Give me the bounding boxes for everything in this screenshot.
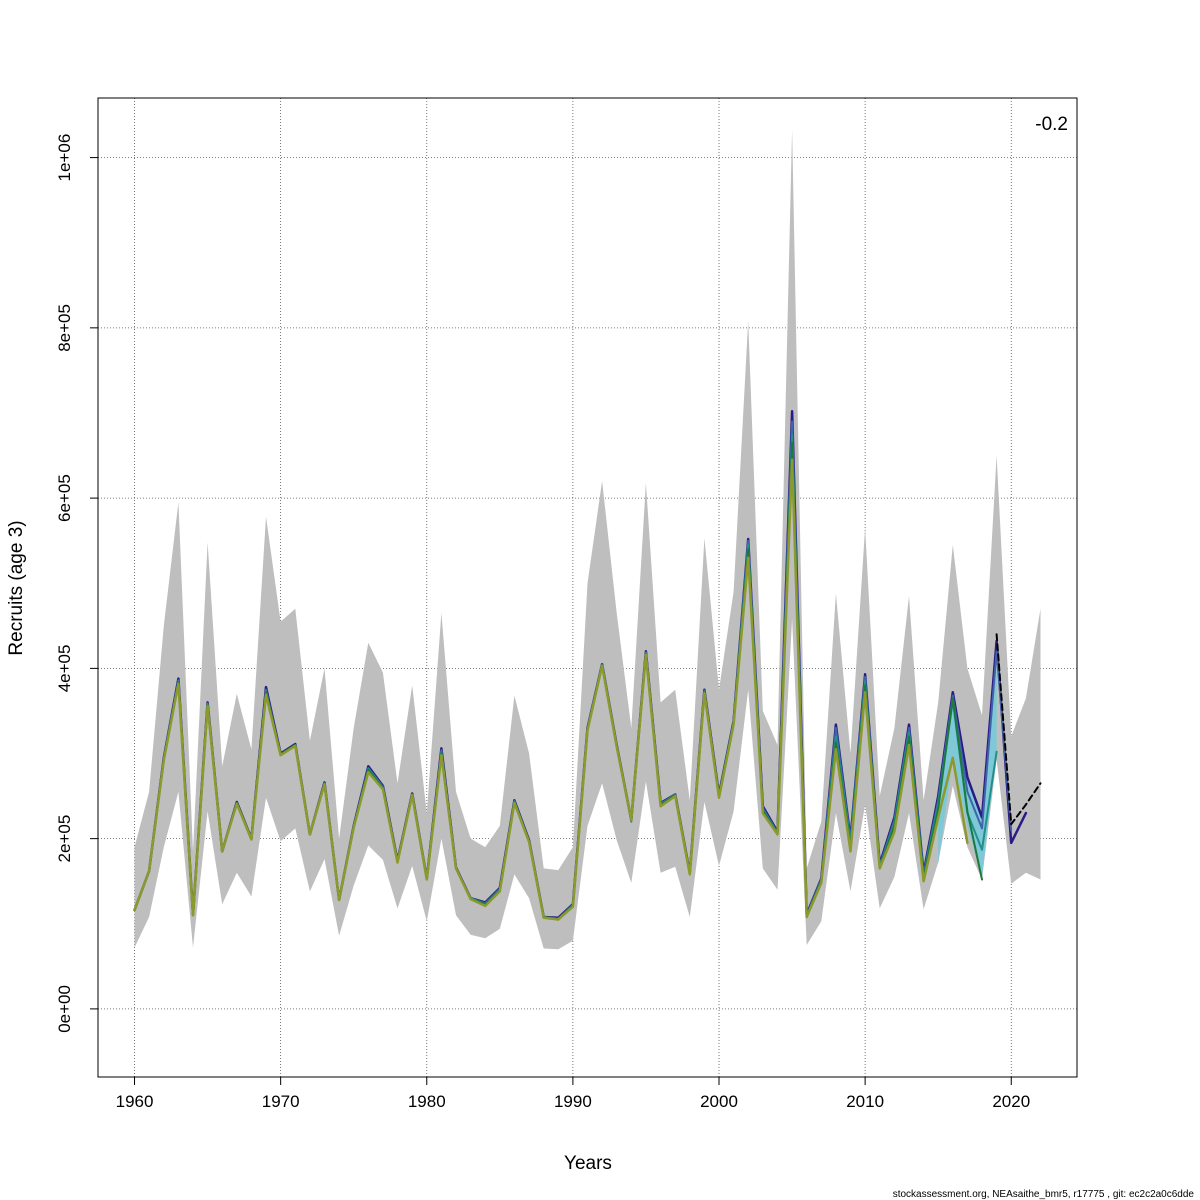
x-tick-label: 1970 [262,1092,300,1111]
x-tick-label: 2020 [992,1092,1030,1111]
x-tick-label: 2010 [846,1092,884,1111]
x-axis: 1960 1970 1980 1990 2000 2010 2020 [116,1076,1030,1111]
series-line-6 [995,633,1042,826]
y-tick-label: 6e+05 [55,474,74,522]
confidence-band-layer [134,129,1041,950]
series-layer [133,410,1042,921]
y-tick-label: 0e+00 [55,985,74,1033]
y-axis: 0e+00 2e+05 4e+05 6e+05 8e+05 1e+06 [55,134,98,1033]
y-tick-label: 2e+05 [55,815,74,863]
mohns-rho-annotation: -0.2 [1035,114,1068,135]
x-tick-label: 1990 [554,1092,592,1111]
footer-credit: stockassessment.org, NEAsaithe_bmr5, r17… [893,1189,1195,1200]
x-tick-label: 1980 [408,1092,446,1111]
y-tick-label: 4e+05 [55,645,74,693]
x-tick-label: 2000 [700,1092,738,1111]
x-axis-title: Years [564,1153,612,1174]
confidence-band [134,129,1041,950]
y-tick-label: 1e+06 [55,134,74,182]
y-tick-label: 8e+05 [55,304,74,352]
series-line-5 [133,458,969,921]
x-tick-label: 1960 [116,1092,154,1111]
y-axis-title: Recruits (age 3) [6,520,27,655]
